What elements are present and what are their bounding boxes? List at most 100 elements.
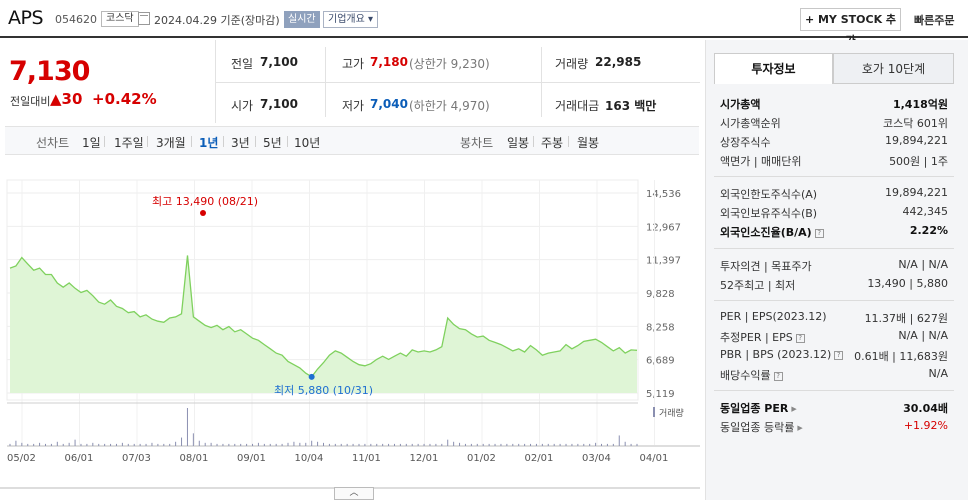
period-1y[interactable]: 1년 [199, 136, 219, 150]
help-icon[interactable]: ? [834, 351, 844, 360]
price-chart: 14,536 12,967 11,397 9,828 8,258 6,689 5,119 최고… [0, 179, 700, 489]
period-3m[interactable]: 3개월 [156, 136, 186, 150]
stock-name: APS [8, 7, 44, 29]
add-mystock-button[interactable]: + MY STOCK 추가 [800, 8, 901, 47]
panel-row-value: N/A | N/A [898, 258, 948, 271]
period-bar [5, 126, 699, 155]
prev-label: 전일 [231, 57, 254, 71]
volume-legend-swatch [653, 407, 655, 417]
panel-row-value: 19,894,221 [885, 134, 948, 147]
panel-row-value: N/A [928, 367, 948, 380]
tab-hoga-10[interactable]: 호가 10단계 [833, 53, 954, 84]
high-value: 7,180 [370, 55, 408, 69]
panel-row-label: 외국인한도주식수(A) [720, 188, 818, 201]
change-value: ▲30 [50, 90, 83, 108]
x-tick-label: 12/01 [410, 453, 439, 464]
stock-header: APS 054620 코스닥 2024.04.29 기준(장마감) 실시간 기업… [0, 0, 968, 47]
panel-row-label: 동일업종 PER ▶ [720, 402, 797, 415]
candle-weekly[interactable]: 주봉 [541, 136, 564, 150]
x-tick-label: 07/03 [122, 453, 151, 464]
panel-row-value: 30.04배 [903, 402, 948, 415]
tab-investment-info[interactable]: 투자정보 [714, 53, 833, 84]
upper-limit: (상한가 9,230) [409, 57, 490, 71]
panel-row-value: N/A | N/A [898, 329, 948, 342]
low-marker [308, 373, 315, 380]
panel-row-value: 2.22% [909, 224, 948, 237]
period-3y[interactable]: 3년 [231, 136, 250, 150]
divider [255, 136, 256, 147]
panel-row-value: 19,894,221 [885, 186, 948, 199]
period-1d[interactable]: 1일 [82, 136, 101, 150]
x-tick-label: 05/02 [7, 453, 36, 464]
x-tick-label: 10/04 [295, 453, 324, 464]
low-label: 저가 [342, 99, 365, 113]
arrow-right-icon[interactable]: ▶ [797, 424, 803, 432]
open-value: 7,100 [260, 97, 298, 111]
market-badge: 코스닥 [101, 11, 139, 27]
divider [223, 136, 224, 147]
panel-divider [714, 248, 954, 249]
panel-row-value: 1,418억원 [892, 98, 948, 111]
panel-row-label: 액면가 | 매매단위 [720, 155, 802, 168]
divider [147, 136, 148, 147]
panel-row-value: 11.37배 | 627원 [864, 312, 948, 325]
x-tick-label: 09/01 [237, 453, 266, 464]
help-icon[interactable]: ? [814, 229, 824, 238]
divider [287, 136, 288, 147]
collapse-chart-button[interactable]: ︿ [334, 487, 374, 500]
panel-row-value: 0.61배 | 11,683원 [854, 350, 948, 363]
period-1w[interactable]: 1주일 [114, 136, 144, 150]
arrow-right-icon[interactable]: ▶ [791, 405, 797, 413]
quick-order-button[interactable]: 빠른주문 [914, 14, 955, 27]
panel-row-value: 500원 | 1주 [889, 155, 948, 168]
panel-row-value: 13,490 | 5,880 [867, 277, 948, 290]
period-5y[interactable]: 5년 [263, 136, 282, 150]
panel-row-label: 추정PER | EPS? [720, 329, 805, 345]
panel-row-label: PBR | BPS (2023.12)? [720, 348, 844, 361]
x-tick-label: 01/02 [467, 453, 496, 464]
high-annotation: 최고 13,490 (08/21) [152, 195, 258, 208]
open-label: 시가 [231, 99, 254, 113]
investment-panel [705, 40, 968, 500]
candle-chart-title: 봉차트 [460, 136, 494, 150]
panel-row-label: 동일업종 등락률 ▶ [720, 421, 803, 434]
panel-row-value: +1.92% [903, 419, 948, 432]
divider [215, 82, 700, 83]
line-chart-title: 선차트 [36, 136, 70, 150]
divider [104, 136, 105, 147]
y-tick-label: 6,689 [646, 356, 675, 367]
prev-value: 7,100 [260, 55, 298, 69]
calendar-icon [138, 12, 150, 25]
panel-row-label: 52주최고 | 최저 [720, 279, 796, 292]
amount-label: 거래대금 [555, 99, 600, 113]
lower-limit: (하한가 4,970) [409, 99, 490, 113]
amount-value: 163 백만 [605, 99, 657, 113]
x-tick-label: 04/01 [640, 453, 669, 464]
panel-row-label: PER | EPS(2023.12) [720, 310, 827, 323]
y-tick-label: 14,536 [646, 189, 681, 200]
panel-row-label: 시가총액순위 [720, 117, 781, 130]
panel-row-value: 442,345 [902, 205, 949, 218]
x-tick-label: 03/04 [582, 453, 611, 464]
panel-row-value: 코스닥 601위 [883, 117, 948, 130]
candle-monthly[interactable]: 월봉 [577, 136, 600, 150]
current-price: 7,130 [9, 56, 90, 87]
panel-divider [714, 390, 954, 391]
divider [191, 136, 192, 147]
realtime-button[interactable]: 실시간 [284, 11, 320, 28]
panel-row-label: 배당수익률? [720, 367, 783, 383]
x-tick-label: 08/01 [180, 453, 209, 464]
plot-frame [6, 179, 639, 401]
help-icon[interactable]: ? [773, 372, 783, 381]
x-tick-label: 06/01 [65, 453, 94, 464]
period-10y[interactable]: 10년 [294, 136, 321, 150]
candle-daily[interactable]: 일봉 [507, 136, 530, 150]
price-area [10, 255, 637, 393]
company-overview-dropdown[interactable]: 기업개요 ▾ [323, 11, 378, 28]
panel-row-label: 외국인보유주식수(B) [720, 207, 818, 220]
help-icon[interactable]: ? [795, 334, 805, 343]
panel-divider [714, 176, 954, 177]
panel-row-label: 상장주식수 [720, 136, 771, 149]
y-tick-label: 11,397 [646, 256, 681, 267]
volume-label: 거래량 [659, 407, 684, 419]
